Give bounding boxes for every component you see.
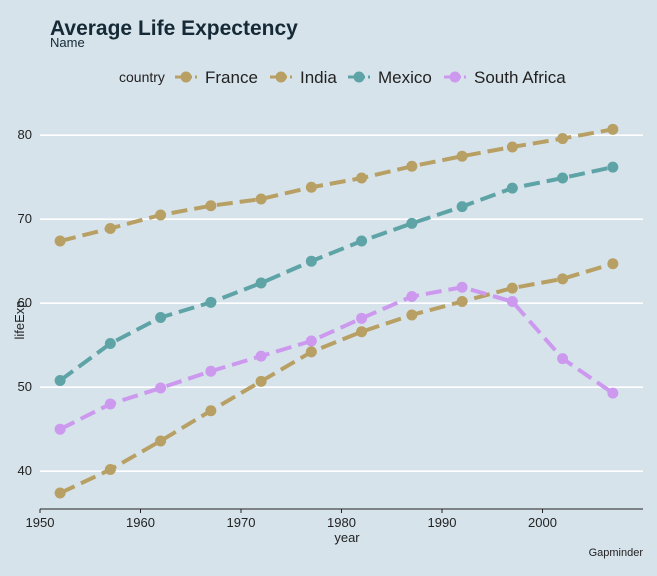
series-line-mexico xyxy=(58,165,614,383)
series-france xyxy=(54,123,619,247)
data-point-mexico xyxy=(607,161,619,173)
data-point-india xyxy=(205,405,217,417)
data-point-france xyxy=(356,172,368,184)
x-axis: 1950 1960 1970 1980 1990 2000 xyxy=(26,509,557,530)
data-point-mexico xyxy=(557,172,569,184)
data-point-india xyxy=(54,487,66,499)
data-point-france xyxy=(305,181,317,193)
data-point-mexico xyxy=(205,296,217,308)
data-point-mexico xyxy=(356,235,368,247)
x-tick-label: 1960 xyxy=(126,515,155,530)
data-point-mexico xyxy=(255,277,267,289)
y-tick-label: 70 xyxy=(18,211,32,226)
legend-label-mexico: Mexico xyxy=(378,68,432,87)
data-point-france xyxy=(155,209,167,221)
data-point-india xyxy=(255,375,267,387)
x-tick-label: 1970 xyxy=(227,515,256,530)
data-point-france xyxy=(54,235,66,247)
x-tick-label: 1980 xyxy=(327,515,356,530)
data-point-south-africa xyxy=(54,423,66,435)
series-line-india xyxy=(59,261,614,495)
data-point-south-africa xyxy=(356,312,368,324)
data-point-south-africa xyxy=(155,382,167,394)
data-point-south-africa xyxy=(104,398,116,410)
data-point-south-africa xyxy=(557,353,569,365)
grid xyxy=(40,134,643,473)
data-point-south-africa xyxy=(205,365,217,377)
data-point-france xyxy=(506,141,518,153)
data-point-france xyxy=(104,222,116,234)
x-tick-label: 2000 xyxy=(528,515,557,530)
series-line-south-africa xyxy=(59,285,614,431)
data-point-india xyxy=(356,326,368,338)
data-point-india xyxy=(506,282,518,294)
data-point-south-africa xyxy=(305,335,317,347)
legend-key-india xyxy=(270,71,292,83)
data-point-mexico xyxy=(104,338,116,350)
legend: country France India Mexico South Africa xyxy=(119,68,566,87)
data-point-france xyxy=(557,133,569,145)
data-point-mexico xyxy=(506,182,518,194)
y-tick-label: 50 xyxy=(18,379,32,394)
x-tick-label: 1990 xyxy=(428,515,457,530)
data-point-france xyxy=(456,150,468,162)
legend-key-mexico xyxy=(348,71,370,83)
data-point-india xyxy=(406,309,418,321)
data-point-india xyxy=(607,258,619,270)
y-axis: 40 50 60 70 80 xyxy=(18,127,32,478)
x-axis-label: year xyxy=(334,530,360,545)
legend-label-france: France xyxy=(205,68,258,87)
data-point-india xyxy=(557,273,569,285)
data-point-mexico xyxy=(406,217,418,229)
legend-label-south-africa: South Africa xyxy=(474,68,566,87)
series-mexico xyxy=(54,161,619,386)
data-point-india xyxy=(104,464,116,476)
data-point-south-africa xyxy=(506,296,518,308)
legend-label-india: India xyxy=(300,68,337,87)
data-point-south-africa xyxy=(456,281,468,293)
data-point-south-africa xyxy=(607,387,619,399)
data-point-france xyxy=(205,200,217,212)
y-axis-label: lifeExp xyxy=(12,300,27,339)
data-point-india xyxy=(305,346,317,358)
legend-point xyxy=(353,71,365,83)
series-india xyxy=(54,258,619,499)
legend-title: country xyxy=(119,69,165,85)
data-point-mexico xyxy=(155,311,167,323)
data-point-france xyxy=(406,160,418,172)
data-point-mexico xyxy=(54,374,66,386)
x-tick-label: 1950 xyxy=(26,515,55,530)
legend-key-south-africa xyxy=(444,71,466,83)
legend-point xyxy=(449,71,461,83)
chart-subtitle: Name xyxy=(50,35,85,50)
y-tick-label: 40 xyxy=(18,463,32,478)
legend-key-france xyxy=(175,71,197,83)
series-group xyxy=(54,123,619,499)
data-point-france xyxy=(607,123,619,135)
data-point-south-africa xyxy=(255,350,267,362)
legend-point xyxy=(180,71,192,83)
chart-caption: Gapminder xyxy=(589,547,644,559)
data-point-mexico xyxy=(456,201,468,213)
data-point-india xyxy=(456,296,468,308)
data-point-france xyxy=(255,193,267,205)
y-tick-label: 60 xyxy=(18,295,32,310)
data-point-south-africa xyxy=(406,290,418,302)
series-south-africa xyxy=(54,281,619,435)
legend-point xyxy=(275,71,287,83)
data-point-india xyxy=(155,435,167,447)
y-tick-label: 80 xyxy=(18,127,32,142)
series-line-france xyxy=(59,127,614,243)
data-point-mexico xyxy=(305,255,317,267)
chart-title: Average Life Expectency xyxy=(50,17,298,40)
